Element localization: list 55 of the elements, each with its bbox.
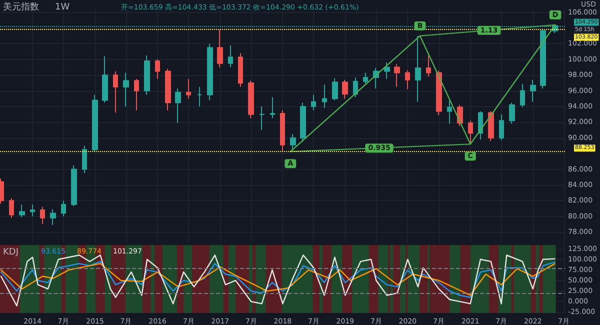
candlestick — [155, 58, 160, 80]
candlestick — [144, 55, 150, 96]
candlestick — [270, 96, 275, 119]
candlestick — [363, 72, 368, 86]
candlestick — [228, 44, 233, 68]
candlestick — [468, 120, 473, 145]
candlestick — [82, 145, 87, 174]
candlestick — [290, 133, 296, 150]
candlestick — [113, 70, 118, 114]
candlestick — [509, 102, 515, 124]
candlestick — [540, 28, 546, 89]
candlestick — [61, 200, 66, 217]
candlestick — [259, 106, 265, 131]
candlestick — [71, 164, 77, 207]
candlestick — [415, 35, 421, 102]
candlestick — [499, 114, 504, 141]
candlestick — [186, 78, 191, 100]
candlestick — [197, 86, 202, 107]
candlestick — [102, 56, 108, 104]
candlestick — [165, 68, 171, 111]
candlestick — [405, 70, 410, 90]
candlestick — [426, 55, 431, 78]
candlestick — [175, 88, 181, 124]
chart-title: KDJ — [3, 248, 18, 258]
candlestick — [332, 78, 338, 101]
line-series — [0, 254, 556, 306]
candlestick — [134, 78, 139, 111]
candlestick — [40, 206, 45, 225]
candlestick — [457, 104, 463, 127]
chart-title: 美元指数 — [3, 2, 39, 12]
candlestick — [50, 208, 56, 226]
candlestick — [342, 79, 348, 100]
candlestick — [207, 43, 213, 101]
candlestick — [92, 94, 98, 152]
candlestick — [248, 80, 254, 119]
candlestick — [9, 198, 14, 218]
candlestick — [238, 52, 243, 88]
chart-subtitle: 1W — [55, 2, 70, 12]
candlestick — [30, 204, 35, 217]
candlestick — [384, 62, 390, 80]
candlestick — [394, 64, 400, 88]
candlestick — [311, 94, 316, 111]
candlestick — [217, 29, 223, 68]
candlestick — [447, 100, 452, 124]
candlestick — [19, 204, 25, 218]
candlestick — [488, 110, 494, 142]
candlestick — [280, 110, 285, 152]
candlestick — [520, 83, 525, 108]
candlestick — [478, 110, 483, 140]
candlestick — [322, 84, 327, 109]
candlestick — [353, 76, 358, 98]
candlestick — [123, 72, 129, 107]
candlestick — [300, 102, 306, 142]
candlestick — [436, 70, 442, 116]
candlestick — [530, 79, 536, 102]
